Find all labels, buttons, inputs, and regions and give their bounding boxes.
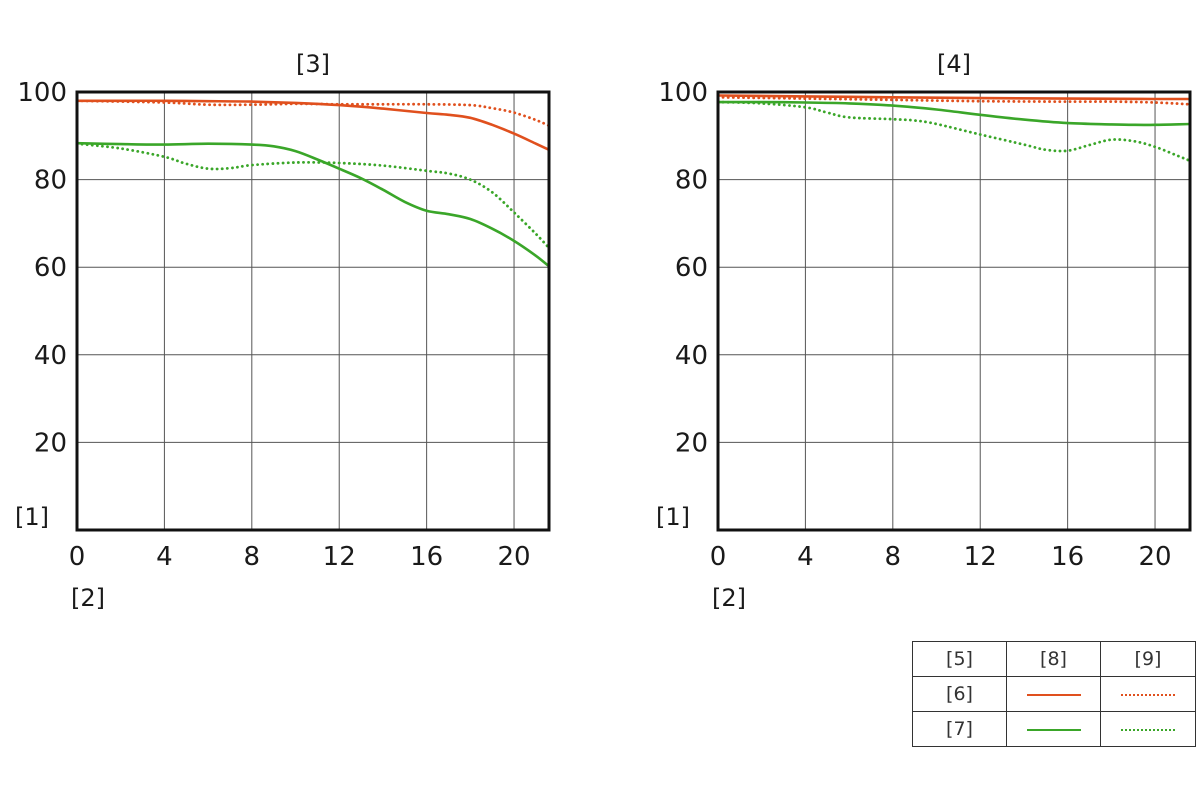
legend-row-label: [6] [912, 676, 1007, 712]
series-line-dotted [716, 100, 1192, 163]
series-line-solid [75, 99, 551, 152]
legend-header-row: [5] [8] [9] [912, 641, 1196, 677]
y-axis-label: [1] [656, 503, 690, 531]
x-tick-label: 0 [710, 542, 727, 572]
x-tick-label: 8 [244, 542, 261, 572]
legend-swatch-solid [1026, 728, 1081, 731]
legend-row-label: [7] [912, 711, 1007, 747]
y-tick-label: 80 [675, 166, 708, 196]
chart-title: [3] [296, 50, 330, 78]
legend-swatch-cell [1100, 676, 1196, 712]
series-line-solid [716, 94, 1192, 101]
x-axis-label: [2] [712, 584, 746, 612]
legend-header-dotted: [9] [1100, 641, 1196, 677]
y-tick-label: 100 [17, 78, 67, 108]
y-tick-label: 20 [675, 428, 708, 458]
series-line-dotted [75, 142, 551, 250]
x-tick-label: 12 [964, 542, 997, 572]
x-tick-label: 16 [1051, 542, 1084, 572]
x-tick-label: 4 [156, 542, 173, 572]
legend-table: [5] [8] [9] [6] [7] [912, 641, 1196, 747]
y-tick-label: 40 [34, 341, 67, 371]
x-tick-label: 0 [69, 542, 86, 572]
x-tick-label: 8 [885, 542, 902, 572]
plot-frame [75, 90, 551, 532]
chart-title: [4] [937, 50, 971, 78]
x-tick-label: 16 [410, 542, 443, 572]
legend-swatch-cell [1006, 676, 1101, 712]
series-line-solid [716, 100, 1192, 127]
legend-swatch-dotted [1121, 728, 1175, 731]
legend-swatch-solid [1026, 693, 1081, 696]
x-tick-label: 12 [323, 542, 356, 572]
y-tick-label: 40 [675, 341, 708, 371]
chart-left: 0 4 8 12 16 20 20 40 60 80 100 [3] [1] [2] [15, 50, 551, 612]
x-tick-label: 20 [497, 542, 530, 572]
y-tick-label: 100 [658, 78, 708, 108]
legend-swatch-cell [1006, 711, 1101, 747]
chart-right: 0 4 8 12 16 20 20 40 60 80 100 [4] [1] [2] [656, 50, 1192, 612]
series-line-dotted [75, 99, 551, 128]
x-tick-label: 4 [797, 542, 814, 572]
legend-row: [6] [912, 676, 1196, 712]
plot-frame [716, 90, 1192, 532]
y-tick-label: 60 [675, 253, 708, 283]
y-axis-label: [1] [15, 503, 49, 531]
x-tick-label: 20 [1138, 542, 1171, 572]
legend-swatch-dotted [1121, 693, 1175, 696]
x-axis-label: [2] [71, 584, 105, 612]
legend-header-solid: [8] [1006, 641, 1101, 677]
series-line-solid [75, 141, 551, 268]
y-tick-label: 60 [34, 253, 67, 283]
y-tick-label: 20 [34, 428, 67, 458]
legend-row: [7] [912, 711, 1196, 747]
legend-swatch-cell [1100, 711, 1196, 747]
legend-header-cell: [5] [912, 641, 1007, 677]
y-tick-label: 80 [34, 166, 67, 196]
series-line-dotted [716, 95, 1192, 106]
